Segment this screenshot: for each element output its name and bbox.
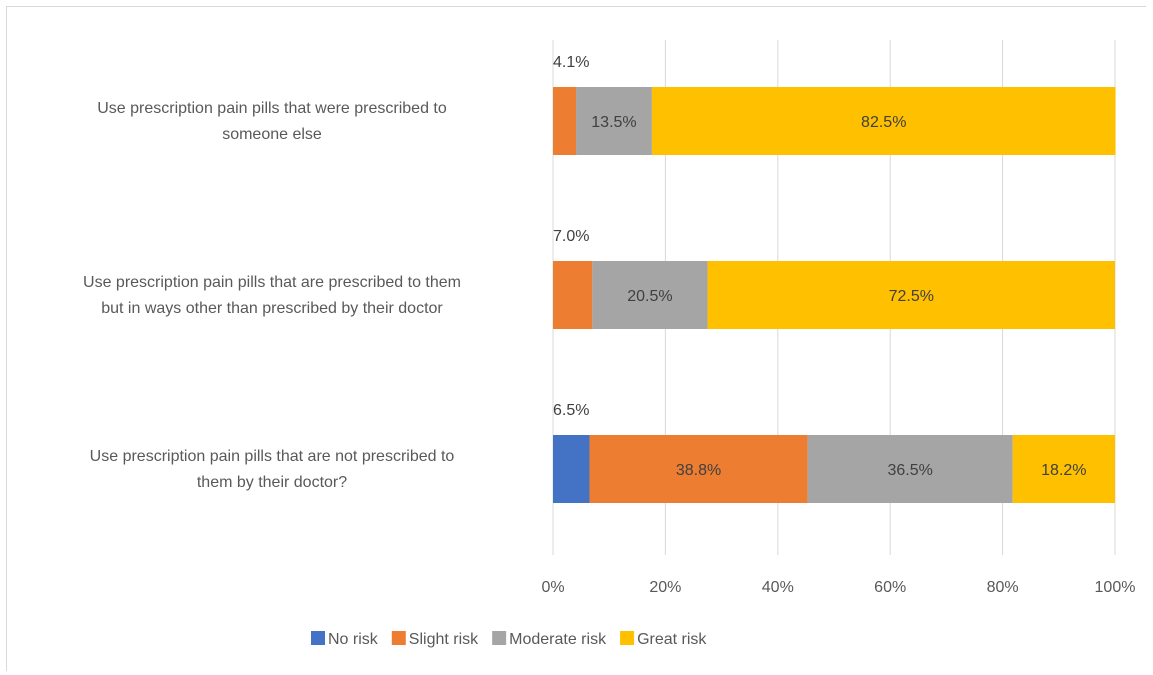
data-label: 82.5%: [861, 114, 906, 131]
data-label: 72.5%: [889, 288, 934, 305]
data-label: 6.5%: [553, 402, 589, 419]
legend-swatch: [492, 631, 507, 645]
bar-segment: [589, 435, 808, 503]
bars: 4.1% 13.5% 82.5% 7.0% 20.5% 72.5% 6.5% 38.8% 36.…: [553, 54, 1116, 503]
chart-frame: [6, 6, 1146, 671]
legend-swatch: [620, 631, 635, 645]
category-label: them by their doctor?: [197, 474, 347, 491]
data-label: 38.8%: [676, 462, 721, 479]
legend-label: No risk: [328, 631, 379, 648]
legend-swatch: [311, 631, 325, 645]
legend-label: Slight risk: [409, 631, 479, 648]
data-label: 36.5%: [887, 462, 932, 479]
bar-segment: [651, 87, 1116, 155]
bar-segment: [553, 261, 593, 329]
data-label: 20.5%: [627, 288, 672, 305]
legend: No risk Slight risk Moderate risk Great ris…: [311, 631, 707, 648]
category-labels: Use prescription pain pills that were pr…: [83, 100, 461, 491]
x-tick-label: 80%: [987, 579, 1019, 596]
data-label: 13.5%: [591, 114, 636, 131]
bar-segment: [707, 261, 1115, 329]
category-label: but in ways other than prescribed by the…: [101, 300, 443, 317]
legend-label: Great risk: [637, 631, 707, 648]
data-label: 7.0%: [553, 228, 589, 245]
category-label: Use prescription pain pills that were pr…: [97, 100, 447, 117]
legend-swatch: [391, 631, 406, 645]
x-tick-label: 100%: [1095, 579, 1136, 596]
bar-segment: [1012, 435, 1115, 503]
x-tick-label: 0%: [541, 579, 564, 596]
bar-segment: [553, 87, 577, 155]
legend-label: Moderate risk: [509, 631, 607, 648]
data-label: 18.2%: [1041, 462, 1086, 479]
data-label: 4.1%: [553, 54, 589, 71]
x-tick-label: 40%: [762, 579, 794, 596]
bar-segment: [592, 261, 708, 329]
category-label: Use prescription pain pills that are pre…: [83, 274, 461, 291]
category-label: Use prescription pain pills that are not…: [90, 448, 455, 465]
x-axis-tick-labels: 0% 20% 40% 60% 80% 100%: [541, 579, 1135, 596]
x-tick-label: 60%: [874, 579, 906, 596]
bar-segment: [807, 435, 1013, 503]
bar-segment: [553, 435, 590, 503]
x-tick-label: 20%: [649, 579, 681, 596]
bar-segment: [576, 87, 652, 155]
category-label: someone else: [222, 126, 322, 143]
